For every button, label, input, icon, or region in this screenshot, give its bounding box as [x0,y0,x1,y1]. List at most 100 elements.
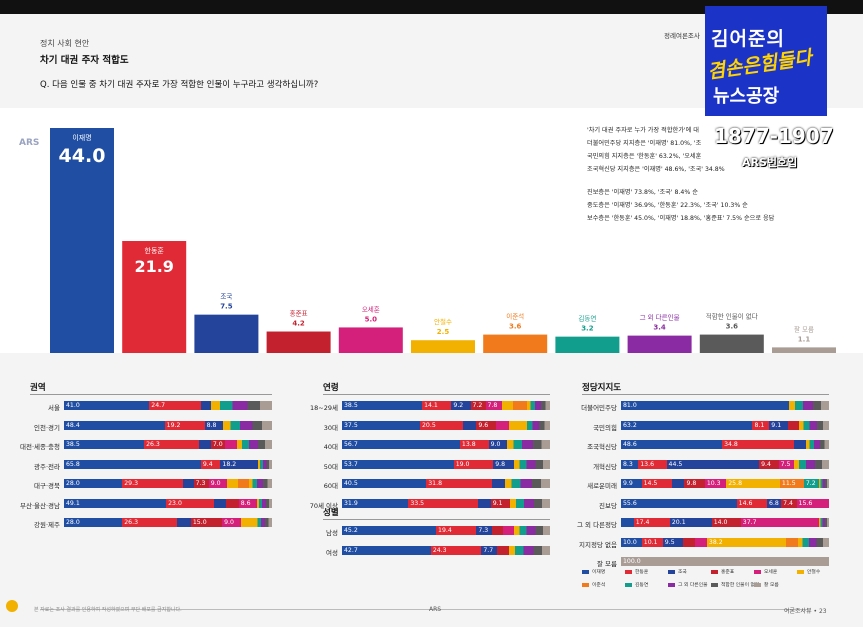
breakdown-segment [684,479,705,488]
breakdown-segment-value: 53.7 [344,460,358,468]
breakdown-segment [238,498,257,508]
breakdown-segment [497,545,510,555]
breakdown-segment-value: 17.4 [635,519,650,526]
section-label: 정치 사회 현안 [40,39,90,48]
breakdown-segment-value: 15.0 [192,519,207,526]
breakdown-segment-rest [798,537,829,547]
breakdown-segment [794,440,807,449]
breakdown-segment-value: 7.5 [780,460,791,468]
breakdown-segment [682,537,696,547]
logo-line-3: 뉴스공장 [713,86,780,107]
breakdown-divider-region [30,394,272,395]
breakdown-segment [342,479,427,488]
breakdown-segment-rest [513,459,550,469]
breakdown-title-party: 정당지지도 [582,383,622,393]
breakdown-segment [64,440,145,449]
breakdown-segment [740,518,820,527]
breakdown-segment [779,479,804,488]
breakdown-segment [621,498,737,508]
breakdown-segment-value: 44.5 [668,460,683,468]
breakdown-segment [476,526,492,535]
breakdown-segment-value: 7.2 [472,402,483,409]
breakdown-segment [788,420,800,430]
breakdown-segment-rest [237,440,272,449]
breakdown-segment-rest [248,479,272,488]
breakdown-segment [200,401,212,410]
breakdown-segment-value: 26.3 [146,441,160,448]
breakdown-row-label: 18~29세 [310,404,338,412]
main-bar-chart: 이재명 44.0 한동훈 21.9 조국 7.5 홍준표 4.2 오세훈 5.0 안철수 2.5 이준석… [50,128,836,353]
bar-value-9: 3.4 [653,324,666,332]
breakdown-segment [621,518,634,527]
breakdown-segment-value: 29.3 [124,480,139,487]
breakdown-segment-value: 19.2 [166,421,181,429]
bar-8 [555,336,620,353]
breakdown-segment-value: 20.5 [422,421,436,429]
legend-item: 적합한 인물이 없다 [711,581,759,588]
breakdown-segment [64,479,123,488]
breakdown-segment-value: 9.1 [771,421,782,429]
breakdown-area: 권역 서울 41.0 24.7 인천·경기 48.4 19.2 8.8 대전·세종·충청 38.5… [0,353,863,627]
breakdown-segment [225,498,239,508]
breakdown-segment-value: 7.4 [783,499,793,507]
breakdown-segment [210,440,226,449]
breakdown-segment [669,518,712,527]
bar-label-8: 김동연 [578,315,596,323]
breakdown-segment [621,479,642,488]
page-title: 차기 대권 주자 적합도 [40,55,129,66]
breakdown-row-label: 개혁신당 [593,462,617,471]
breakdown-divider-party [582,394,829,395]
breakdown-segment [641,479,672,488]
breakdown-segment [164,420,205,430]
breakdown-segment [662,537,683,547]
breakdown-segment [759,459,779,469]
breakdown-segment [778,459,795,469]
commentary-line: 더불어민주당 지지층은 '이재명' 81.0%, '조 [587,140,702,147]
commentary-box: '차기 대권 주자로 누가 가장 적합한가'에 대 더불어민주당 지지층은 '이… [587,124,827,225]
bar-label-5: 오세훈 [362,304,380,313]
breakdown-segment [200,459,221,469]
breakdown-segment [704,479,727,488]
flower-icon [6,600,18,612]
breakdown-row-label: 50대 [323,462,338,471]
breakdown-segment [144,440,199,449]
bar-6 [411,340,475,353]
breakdown-row-label: 70세 이상 [309,501,338,510]
ars-label: ARS [19,138,40,148]
breakdown-segment [227,479,239,488]
breakdown-segment-value: 10.3 [706,480,721,487]
breakdown-segment-value: 100.0 [623,558,641,565]
ars-phone-number: 1877-1907 [714,124,834,148]
breakdown-segment [638,459,667,469]
breakdown-title-gender: 성별 [323,508,339,518]
bar-2 [122,241,187,353]
breakdown-title-region: 권역 [30,383,46,393]
breakdown-segment [459,440,489,449]
breakdown-segment-value: 31.8 [428,480,443,487]
legend-item: 이준석 [582,581,605,588]
bar-label-1: 이재명 [72,133,91,142]
bar-value-8: 3.2 [581,325,594,333]
breakdown-segment [633,518,670,527]
breakdown-segment-value: 8.8 [206,421,217,429]
legend-swatch [582,569,589,574]
logo-line-1: 김어준의 [711,28,785,50]
breakdown-row-label: 남성 [326,529,338,537]
breakdown-segment-value: 10.1 [643,538,658,546]
breakdown-segment-value: 9.0 [490,441,501,448]
breakdown-segment [420,420,463,430]
bar-label-11: 잘 모름 [794,325,814,333]
breakdown-segment-value: 19.4 [438,527,452,534]
breakdown-segment-rest [509,498,550,508]
breakdown-segment [493,459,514,469]
breakdown-segment [485,401,502,410]
breakdown-segment [408,498,479,508]
breakdown-segment-rest [256,498,272,508]
breakdown-row-label: 조국혁신당 [587,443,617,451]
breakdown-segment [342,459,454,469]
breakdown-segment-value: 20.1 [671,519,686,526]
legend-swatch [625,582,632,587]
breakdown-segment-value: 24.7 [151,402,166,409]
breakdown-segment-value: 9.0 [210,480,221,487]
